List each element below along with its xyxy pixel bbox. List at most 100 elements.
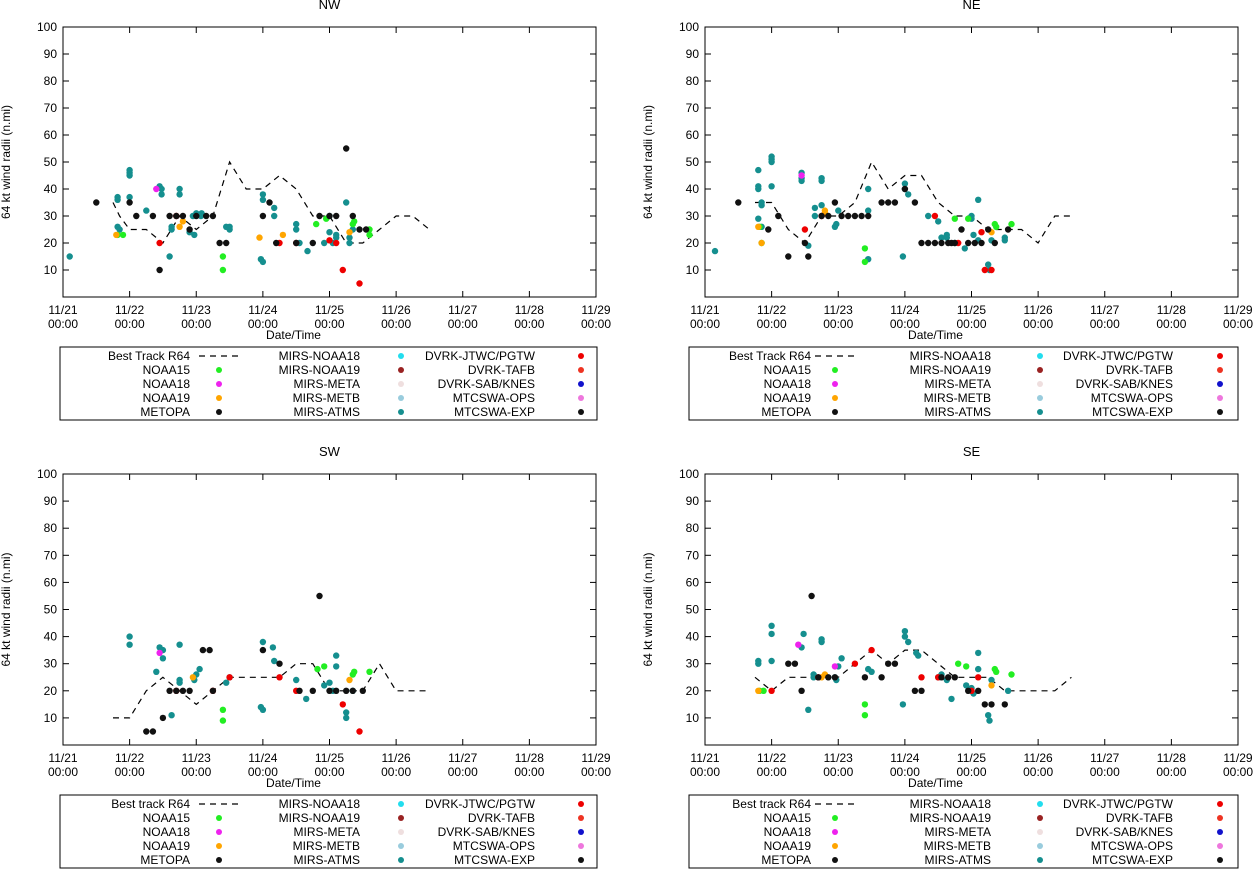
data-point [978,239,985,247]
y-tick-label: 80 [44,74,58,88]
data-point [831,674,839,681]
data-point [810,674,817,681]
data-point [905,191,912,198]
legend-label: DVRK-SAB/KNES [1076,825,1173,839]
legend-label: MIRS-NOAA18 [279,349,361,363]
legend-label: MIRS-METB [924,391,991,405]
data-point [366,668,373,675]
legend-swatch [1037,857,1043,863]
series-mtcswa-exp [735,185,1012,260]
data-point [168,712,175,719]
legend-swatch [1217,409,1223,415]
data-point [193,212,200,220]
data-point [186,226,193,233]
y-tick-label: 60 [44,128,58,142]
data-point [314,665,321,673]
y-tick-label: 100 [37,20,57,34]
legend-label: Best track R64 [111,797,190,811]
x-tick-date-label: 11/26 [1024,303,1053,317]
data-point [831,199,839,206]
legend-label: NOAA19 [143,391,191,405]
x-tick-date-label: 11/24 [890,751,919,765]
best-track-line [754,649,1072,692]
legend-swatch [832,829,838,835]
data-point [963,663,970,670]
legend-swatch [1217,381,1223,387]
data-point [259,646,267,654]
x-tick-date-label: 11/28 [515,303,544,317]
y-tick-label: 40 [686,630,700,644]
data-point [985,712,992,719]
data-point [269,644,277,651]
legend-swatch [1037,381,1043,387]
y-tick-label: 30 [44,657,58,671]
x-tick-time-label: 00:00 [448,765,478,779]
data-point [203,212,210,220]
x-tick-time-label: 00:00 [248,765,278,779]
data-point [176,191,183,198]
x-tick-date-label: 11/26 [382,303,411,317]
data-point [768,622,775,629]
data-point [791,660,799,667]
data-point [800,630,807,638]
data-point [219,706,227,713]
data-point [938,234,945,241]
data-point [153,668,160,675]
data-point [818,638,825,646]
data-point [768,158,775,166]
x-tick-time-label: 00:00 [181,317,211,331]
data-point [901,185,909,193]
data-point [851,212,859,220]
legend-swatch [1037,815,1043,821]
legend-label: MIRS-NOAA18 [279,797,361,811]
chart-title: SE [963,444,981,459]
data-point [309,239,316,247]
data-point [189,674,197,681]
data-point [1008,220,1015,228]
data-point [818,212,825,220]
data-point [343,714,350,722]
best-track-line [755,160,1072,244]
data-point [259,191,267,198]
x-tick-time-label: 00:00 [1223,765,1253,779]
x-tick-date-label: 11/28 [515,751,544,765]
legend-swatch [832,815,838,821]
y-tick-label: 90 [44,494,58,508]
legend-label: MIRS-ATMS [925,405,991,419]
plot-frame [704,473,1239,746]
legend-swatch [832,843,838,849]
data-point [711,247,719,255]
data-point [351,668,358,675]
y-tick-label: 30 [686,657,700,671]
legend-box [59,794,598,869]
data-point [955,660,962,667]
data-point [126,199,133,206]
data-point [303,695,310,703]
data-point [191,231,198,239]
series-dvrk-jtwc-pgtw [768,646,982,694]
data-point [326,212,333,220]
data-point [938,674,945,681]
data-point [925,212,932,220]
x-tick-date-label: 11/23 [182,751,211,765]
data-point [891,199,899,206]
legend-label: Best Track R64 [108,349,190,363]
data-point [256,234,263,241]
legend-label: NOAA19 [764,391,812,405]
data-point [755,687,762,694]
data-point [798,177,805,185]
data-point [931,212,939,220]
legend-label: Best track R64 [732,797,811,811]
legend-label: DVRK-TAFB [468,363,535,377]
legend-label: MIRS-ATMS [294,405,360,419]
series-noaa19 [189,674,353,684]
data-point [965,687,972,694]
x-tick-date-label: 11/23 [182,303,211,317]
data-point [811,204,819,212]
data-point [346,239,353,247]
y-tick-label: 40 [44,630,58,644]
data-point [271,212,278,220]
data-point [935,218,942,225]
y-axis-label: 64 kt wind radii (n.mi) [0,105,13,219]
